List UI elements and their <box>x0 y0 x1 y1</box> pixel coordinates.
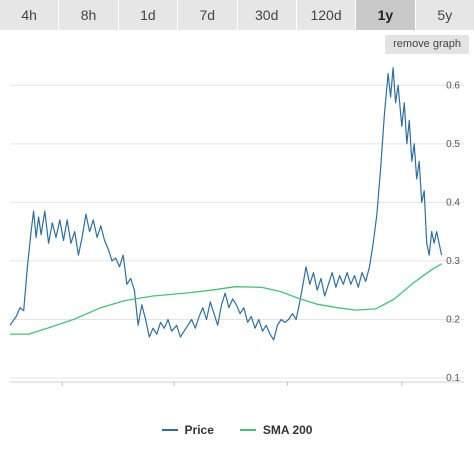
y-tick-label: 0.4 <box>446 197 460 208</box>
chart-grid <box>10 84 464 383</box>
legend-label-price: Price <box>184 423 214 437</box>
legend-item-sma[interactable]: SMA 200 <box>239 423 313 437</box>
y-tick-label: 0.3 <box>446 256 460 267</box>
tab-5y[interactable]: 5y <box>415 0 474 30</box>
x-axis-ticks: Jan '25Apr '25Jul '25Oct '25 <box>61 382 403 386</box>
tab-4h[interactable]: 4h <box>0 0 60 30</box>
y-tick-label: 0.1 <box>446 373 460 384</box>
y-tick-label: 0.6 <box>446 80 460 91</box>
tab-7d[interactable]: 7d <box>178 0 238 30</box>
chart-legend: Price SMA 200 <box>0 418 474 442</box>
price-chart: 0.1 0.2 0.3 0.4 0.5 0.6 Jan '25Apr '25Jul '25… <box>9 67 464 386</box>
tab-120d[interactable]: 120d <box>296 0 357 30</box>
remove-graph-button[interactable]: remove graph <box>385 35 469 54</box>
tab-8h[interactable]: 8h <box>59 0 119 30</box>
time-range-tabs: 4h 8h 1d 7d 30d 120d 1y 5y <box>0 0 474 30</box>
y-axis-ticks: 0.1 0.2 0.3 0.4 0.5 0.6 <box>446 80 460 384</box>
series-line-sma-200 <box>10 263 442 335</box>
tab-1y[interactable]: 1y <box>356 0 416 30</box>
legend-label-sma: SMA 200 <box>262 423 313 437</box>
chart-series <box>9 67 443 341</box>
legend-swatch-sma <box>239 429 256 431</box>
series-line-price <box>9 67 443 341</box>
legend-swatch-price <box>161 429 178 431</box>
tab-30d[interactable]: 30d <box>237 0 297 30</box>
tab-1d[interactable]: 1d <box>118 0 179 30</box>
y-tick-label: 0.2 <box>446 314 460 325</box>
legend-item-price[interactable]: Price <box>161 423 214 437</box>
y-tick-label: 0.5 <box>446 139 460 150</box>
